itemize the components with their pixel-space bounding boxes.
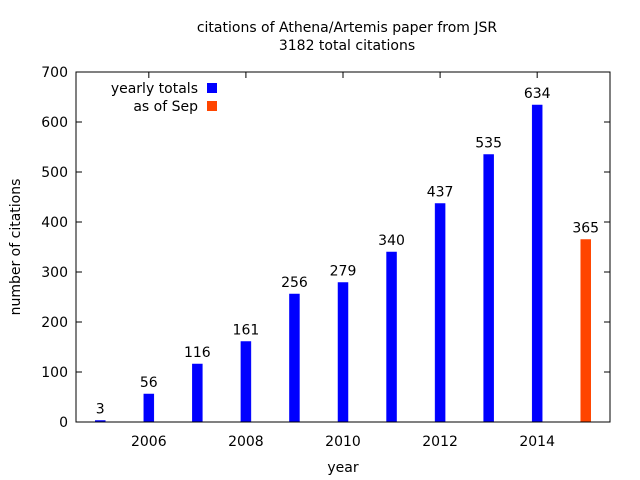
bar-2015 xyxy=(580,239,591,423)
bar-2009 xyxy=(289,293,300,423)
data-label-2008: 161 xyxy=(233,323,260,339)
x-tick-label: 2006 xyxy=(131,434,167,450)
x-tick-label: 2008 xyxy=(228,434,264,450)
x-axis-label: year xyxy=(327,460,358,476)
plot-area: 0 100 200 300 400 500 600 700 2006 2008 2010 2012 20… xyxy=(41,65,610,450)
bar-2010 xyxy=(337,282,349,423)
chart-title: citations of Athena/Artemis paper from J… xyxy=(197,20,498,36)
legend: yearly totals as of Sep xyxy=(111,81,217,115)
data-label-2005: 3 xyxy=(96,402,105,418)
data-label-2015: 365 xyxy=(572,221,599,237)
data-label-2013: 535 xyxy=(475,136,502,152)
y-tick-label: 0 xyxy=(59,415,68,431)
y-tick-label: 100 xyxy=(41,365,68,381)
bar-2006 xyxy=(143,393,155,423)
bar-2008 xyxy=(240,341,252,423)
x-tick-label: 2012 xyxy=(422,434,458,450)
legend-swatch-1 xyxy=(207,101,217,111)
y-tick-label: 300 xyxy=(41,265,68,281)
data-label-2010: 279 xyxy=(330,264,357,280)
x-tick-label: 2010 xyxy=(325,434,361,450)
data-label-2011: 340 xyxy=(378,233,405,249)
plot-frame xyxy=(75,71,611,423)
data-label-2007: 116 xyxy=(184,345,211,361)
legend-swatch-0 xyxy=(207,83,217,93)
x-tick-label: 2014 xyxy=(519,434,555,450)
y-tick-label: 500 xyxy=(41,165,68,181)
legend-label-0: yearly totals xyxy=(111,81,198,97)
bar-2012 xyxy=(434,203,446,423)
y-tick-label: 600 xyxy=(41,115,68,131)
chart-subtitle: 3182 total citations xyxy=(279,38,415,54)
data-label-2009: 256 xyxy=(281,275,308,291)
bar-2013 xyxy=(483,154,494,423)
bar-2007 xyxy=(192,363,203,423)
y-tick-label: 200 xyxy=(41,315,68,331)
data-label-2006: 56 xyxy=(140,375,158,391)
data-label-2012: 437 xyxy=(427,185,454,201)
bar-2011 xyxy=(386,251,397,423)
y-tick-label: 700 xyxy=(41,65,68,81)
data-label-2014: 634 xyxy=(524,86,551,102)
legend-label-1: as of Sep xyxy=(133,99,198,115)
y-axis-label: number of citations xyxy=(8,179,24,316)
y-tick-label: 400 xyxy=(41,215,68,231)
bar-2014 xyxy=(531,104,543,423)
